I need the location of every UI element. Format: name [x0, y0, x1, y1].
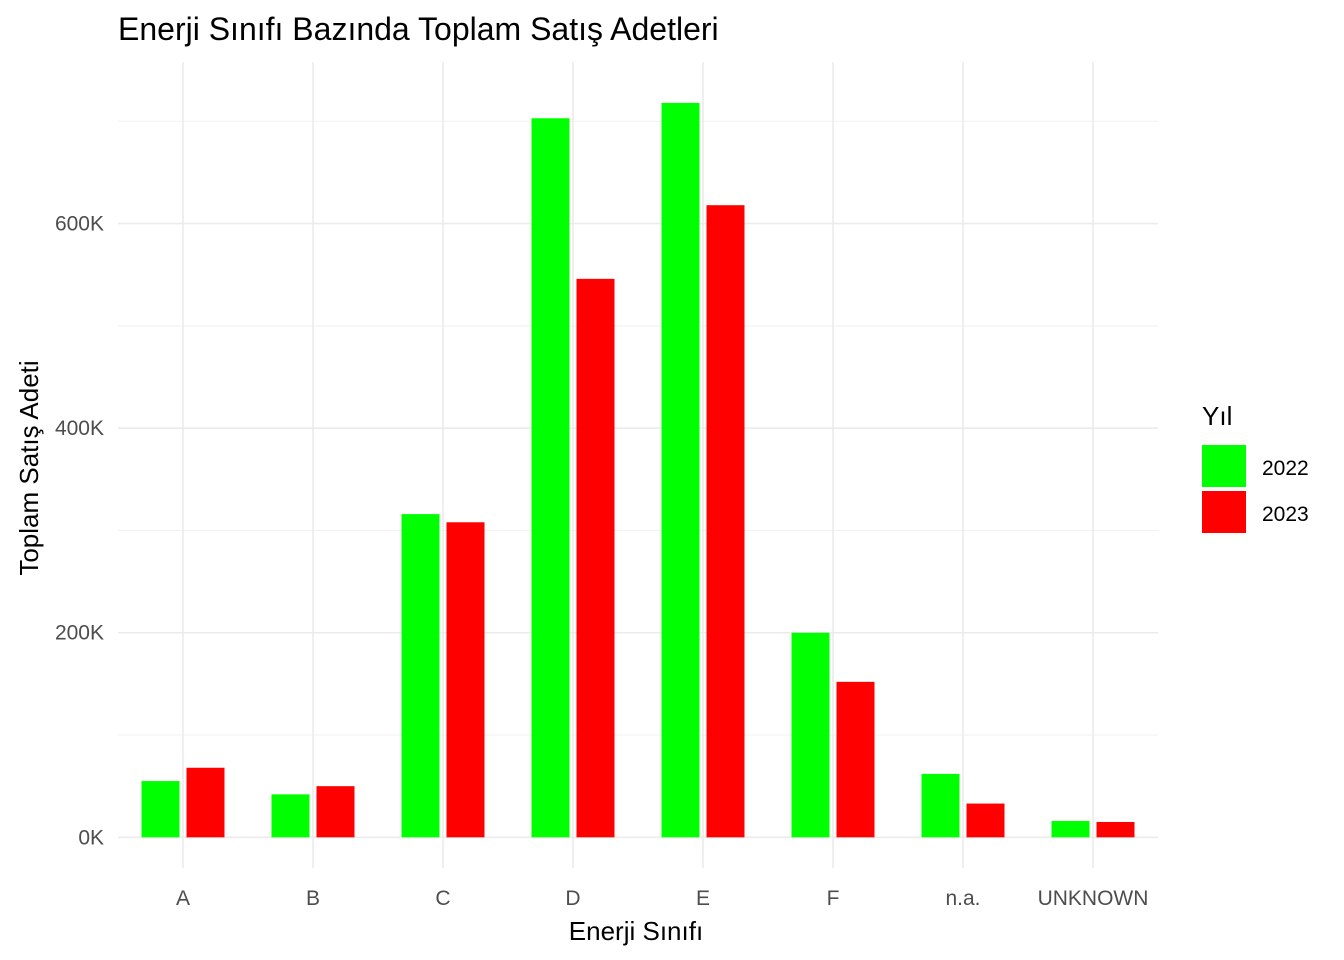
- x-tick-label: D: [565, 887, 580, 910]
- bar-2023-n.a.: [966, 803, 1005, 838]
- legend-label-2023: 2023: [1262, 503, 1309, 526]
- bar-2022-C: [401, 514, 440, 838]
- bar-2023-D: [576, 278, 615, 838]
- x-axis-title: Enerji Sınıfı: [569, 916, 703, 946]
- bar-2023-F: [836, 681, 875, 838]
- bar-2023-A: [186, 767, 225, 838]
- x-tick-label: B: [306, 887, 320, 910]
- bar-2023-C: [446, 522, 485, 838]
- bar-2022-A: [141, 781, 180, 838]
- x-tick-label: UNKNOWN: [1038, 887, 1149, 910]
- y-axis-ticks: 0K 200K 400K 600K: [55, 213, 104, 850]
- y-tick-label: 200K: [55, 622, 104, 645]
- bar-2022-D: [531, 118, 570, 838]
- x-tick-label: n.a.: [945, 887, 980, 910]
- y-tick-label: 0K: [78, 826, 104, 849]
- y-axis-title: Toplam Satış Adeti: [14, 360, 44, 575]
- legend-swatch-2022: [1202, 445, 1246, 487]
- bars: [141, 102, 1135, 838]
- legend-label-2022: 2022: [1262, 457, 1309, 480]
- bar-2022-UNKNOWN: [1051, 820, 1090, 838]
- legend-swatch-2023: [1202, 491, 1246, 533]
- grid: [118, 62, 1158, 868]
- y-tick-label: 600K: [55, 213, 104, 236]
- bar-2023-B: [316, 786, 355, 838]
- bar-2023-E: [706, 205, 745, 838]
- x-tick-label: C: [435, 887, 450, 910]
- chart-title: Enerji Sınıfı Bazında Toplam Satış Adetl…: [118, 11, 719, 47]
- y-tick-label: 400K: [55, 417, 104, 440]
- x-tick-label: F: [827, 887, 840, 910]
- x-tick-label: E: [696, 887, 710, 910]
- bar-2022-F: [791, 632, 830, 838]
- x-tick-label: A: [176, 887, 190, 910]
- bar-2022-B: [271, 794, 310, 838]
- bar-2022-E: [661, 102, 700, 838]
- legend: Yıl 2022 2023: [1202, 401, 1309, 533]
- bar-2022-n.a.: [921, 773, 960, 838]
- legend-title: Yıl: [1202, 401, 1232, 431]
- bar-2023-UNKNOWN: [1096, 821, 1135, 838]
